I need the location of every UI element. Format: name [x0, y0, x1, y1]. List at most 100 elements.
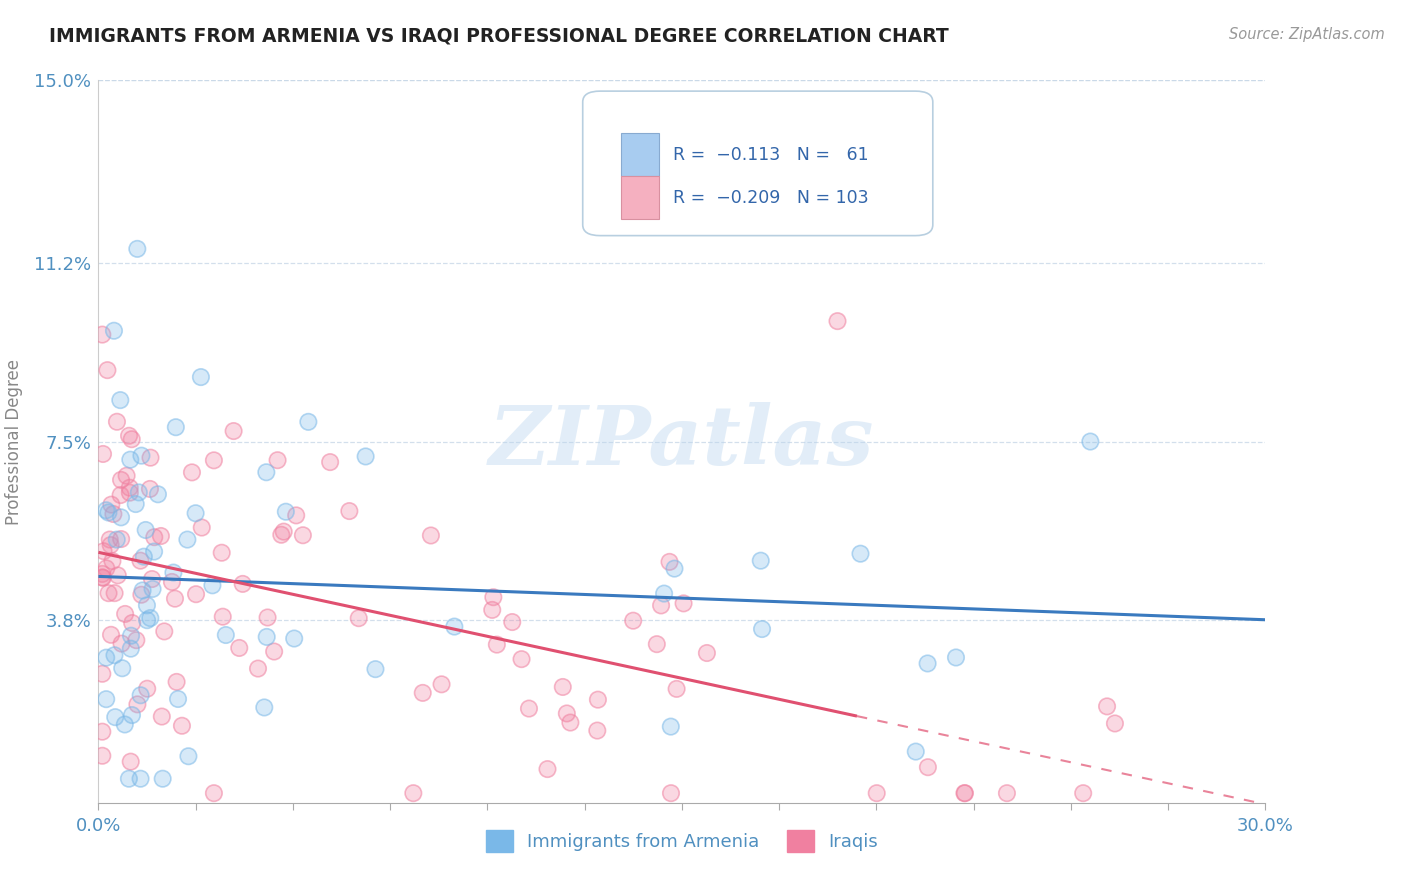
Point: [91, 748, 114, 763]
Point: [103, 648, 125, 663]
Point: [586, 692, 609, 706]
Point: [91, 447, 114, 461]
Point: [621, 614, 644, 628]
Point: [103, 648, 125, 663]
Point: [347, 611, 370, 625]
Point: [827, 314, 849, 328]
Point: [150, 709, 173, 723]
Point: [165, 420, 187, 434]
Point: [103, 507, 125, 521]
Point: [100, 538, 122, 552]
Point: [482, 591, 505, 605]
Point: [211, 546, 233, 560]
Text: ZIPatlas: ZIPatlas: [489, 401, 875, 482]
Point: [232, 577, 254, 591]
Point: [263, 644, 285, 658]
Point: [443, 619, 465, 633]
Point: [132, 549, 155, 564]
Point: [1104, 716, 1126, 731]
Point: [866, 786, 889, 800]
Point: [274, 505, 297, 519]
Point: [149, 529, 172, 543]
Point: [152, 772, 174, 786]
Point: [696, 646, 718, 660]
Point: [191, 520, 214, 534]
Point: [560, 715, 582, 730]
Point: [696, 646, 718, 660]
Point: [176, 533, 198, 547]
Point: [254, 465, 277, 479]
Point: [1095, 699, 1118, 714]
Point: [120, 629, 142, 643]
Point: [162, 566, 184, 580]
Point: [131, 583, 153, 598]
Point: [215, 628, 238, 642]
Point: [510, 652, 533, 666]
Point: [917, 760, 939, 774]
Point: [364, 662, 387, 676]
Point: [501, 615, 523, 629]
Point: [100, 538, 122, 552]
Point: [560, 715, 582, 730]
Point: [153, 624, 176, 639]
Point: [143, 530, 166, 544]
Point: [120, 641, 142, 656]
Point: [91, 571, 114, 585]
Point: [412, 686, 434, 700]
Point: [501, 615, 523, 629]
Point: [125, 497, 148, 511]
Point: [91, 570, 114, 584]
Point: [118, 772, 141, 786]
Point: [232, 577, 254, 591]
Point: [485, 638, 508, 652]
Y-axis label: Professional Degree: Professional Degree: [6, 359, 24, 524]
Point: [91, 571, 114, 585]
Point: [139, 482, 162, 496]
Point: [114, 717, 136, 731]
Point: [135, 523, 157, 537]
Point: [139, 482, 162, 496]
Point: [917, 760, 939, 774]
Point: [118, 481, 141, 495]
Point: [127, 242, 149, 256]
Point: [254, 465, 277, 479]
Point: [96, 363, 118, 377]
Point: [135, 523, 157, 537]
Point: [103, 324, 125, 338]
Point: [100, 498, 122, 512]
Point: [995, 786, 1018, 800]
Point: [97, 586, 120, 600]
Point: [105, 415, 128, 429]
Point: [96, 363, 118, 377]
Point: [266, 453, 288, 467]
Point: [98, 533, 121, 547]
Point: [652, 586, 675, 600]
Point: [120, 629, 142, 643]
Point: [273, 524, 295, 539]
Point: [163, 591, 186, 606]
Point: [337, 504, 360, 518]
Point: [146, 487, 169, 501]
Point: [672, 596, 695, 610]
Point: [904, 745, 927, 759]
Point: [110, 510, 132, 524]
Point: [128, 485, 150, 500]
Point: [283, 632, 305, 646]
Point: [131, 588, 153, 602]
Point: [586, 723, 609, 738]
Point: [263, 644, 285, 658]
Point: [105, 415, 128, 429]
Point: [482, 591, 505, 605]
Point: [184, 587, 207, 601]
Point: [131, 449, 153, 463]
Point: [201, 578, 224, 592]
Point: [170, 719, 193, 733]
Point: [659, 786, 682, 800]
Point: [114, 717, 136, 731]
Point: [152, 772, 174, 786]
Point: [91, 724, 114, 739]
Point: [430, 677, 453, 691]
Point: [101, 554, 124, 568]
Text: R =  −0.113   N =   61: R = −0.113 N = 61: [672, 145, 868, 164]
Point: [256, 610, 278, 624]
